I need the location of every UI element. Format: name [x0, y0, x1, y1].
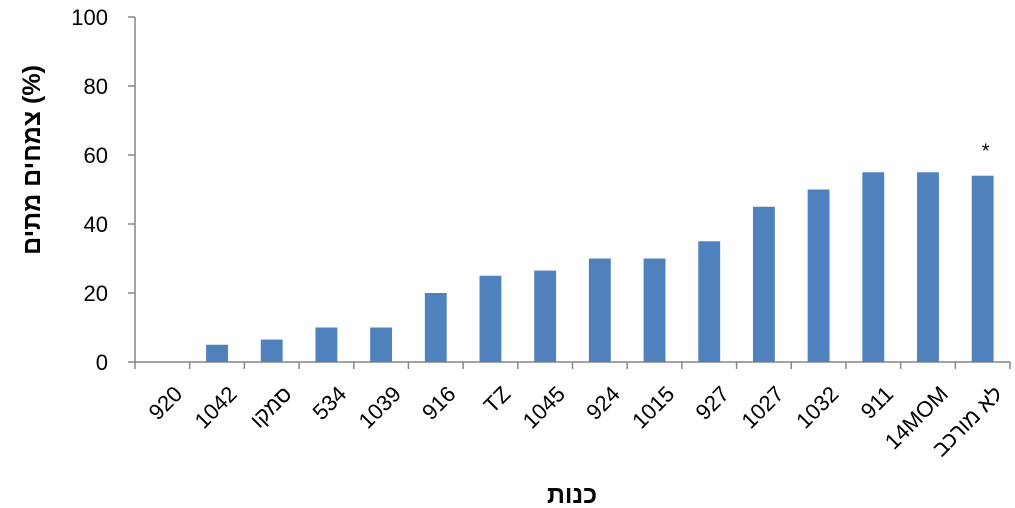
bar — [862, 172, 885, 362]
bar — [260, 339, 283, 362]
y-axis: 0 20 40 60 80 100 — [71, 5, 136, 375]
x-category-label: 1015 — [627, 381, 679, 433]
bar — [807, 189, 830, 362]
bar — [424, 293, 447, 362]
x-category-label: 1042 — [190, 381, 242, 433]
y-tick-label: 80 — [84, 74, 108, 99]
x-category-label: 534 — [308, 381, 352, 425]
significance-marker: * — [982, 141, 990, 163]
x-axis-title: כנות — [547, 481, 597, 508]
x-ticks — [134, 362, 1011, 369]
y-tick-label: 60 — [84, 143, 108, 168]
y-axis-title: צמחים מתים (%) — [18, 65, 46, 255]
bar — [752, 206, 775, 362]
bar — [917, 172, 939, 362]
bar — [643, 258, 666, 362]
y-tick-label: 40 — [84, 212, 108, 237]
annotations: * — [982, 141, 990, 163]
x-category-label: TZ — [479, 381, 516, 418]
x-category-label: 1032 — [791, 381, 843, 433]
category-labels: 920 1042 סמקו 534 1039 916 TZ 1045 924 1015 927 102… — [144, 381, 1008, 461]
bar — [370, 327, 393, 362]
bar — [479, 275, 502, 362]
x-category-label: סמקו — [245, 381, 296, 432]
x-category-label: 1039 — [354, 381, 406, 433]
bar — [534, 270, 557, 362]
x-category-label: 920 — [144, 381, 188, 425]
x-category-label: 1045 — [518, 381, 570, 433]
x-category-label: 1027 — [736, 381, 788, 433]
bar — [698, 241, 721, 362]
bars — [206, 172, 994, 362]
x-axis — [134, 361, 1011, 369]
bar — [588, 258, 611, 362]
y-tick-label: 0 — [96, 350, 108, 375]
y-ticks: 0 20 40 60 80 100 — [71, 5, 135, 375]
x-category-label: 916 — [417, 381, 461, 425]
y-tick-label: 20 — [84, 281, 108, 306]
x-category-label: 927 — [690, 381, 734, 425]
bar — [971, 175, 994, 362]
y-tick-label: 100 — [71, 5, 108, 30]
x-category-label: 911 — [856, 381, 898, 423]
bar — [206, 344, 228, 362]
x-category-label: 924 — [581, 381, 625, 425]
bar — [315, 327, 338, 362]
